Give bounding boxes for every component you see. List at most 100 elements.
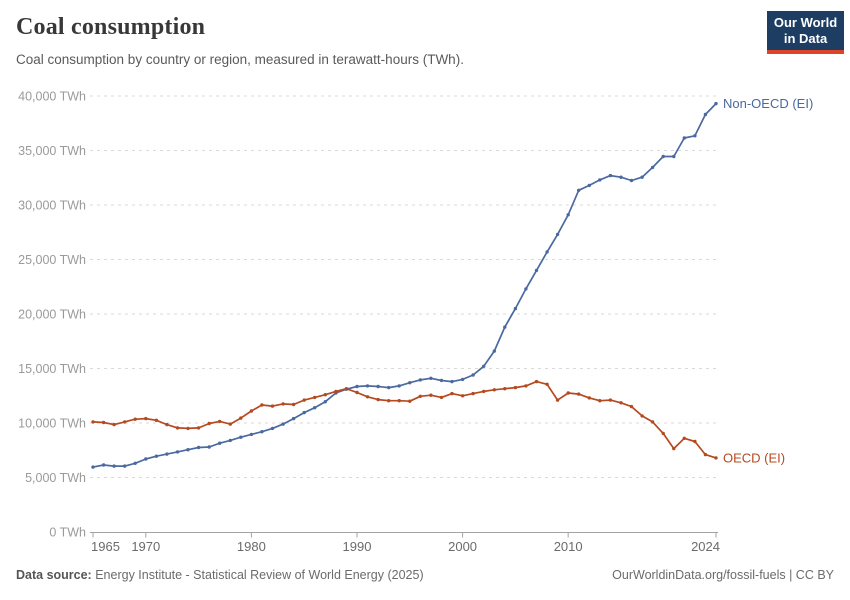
data-point-oecd-ei[interactable] <box>672 446 676 451</box>
data-point-non-oecd-ei[interactable] <box>693 134 697 138</box>
data-point-oecd-ei[interactable] <box>650 420 655 424</box>
data-point-non-oecd-ei[interactable] <box>228 438 232 443</box>
data-point-oecd-ei[interactable] <box>218 419 222 424</box>
data-point-non-oecd-ei[interactable] <box>587 183 591 188</box>
data-point-non-oecd-ei[interactable] <box>355 384 359 389</box>
data-point-oecd-ei[interactable] <box>524 384 528 388</box>
data-point-non-oecd-ei[interactable] <box>534 268 539 273</box>
data-point-non-oecd-ei[interactable] <box>598 178 602 182</box>
data-point-oecd-ei[interactable] <box>228 422 232 426</box>
data-point-non-oecd-ei[interactable] <box>239 435 243 439</box>
data-point-non-oecd-ei[interactable] <box>186 448 190 452</box>
data-point-oecd-ei[interactable] <box>165 422 169 427</box>
data-point-oecd-ei[interactable] <box>239 416 243 420</box>
data-point-oecd-ei[interactable] <box>123 420 127 424</box>
data-point-oecd-ei[interactable] <box>482 389 486 394</box>
data-point-non-oecd-ei[interactable] <box>91 465 95 469</box>
data-point-oecd-ei[interactable] <box>186 426 190 431</box>
data-point-non-oecd-ei[interactable] <box>387 385 391 390</box>
data-point-oecd-ei[interactable] <box>101 420 106 425</box>
data-point-oecd-ei[interactable] <box>249 409 254 413</box>
data-point-oecd-ei[interactable] <box>471 391 475 396</box>
data-point-oecd-ei[interactable] <box>91 420 95 424</box>
data-point-oecd-ei[interactable] <box>661 431 665 436</box>
data-point-oecd-ei[interactable] <box>619 401 623 405</box>
data-point-non-oecd-ei[interactable] <box>524 287 528 291</box>
data-point-oecd-ei[interactable] <box>344 387 349 391</box>
data-point-non-oecd-ei[interactable] <box>408 381 412 385</box>
data-point-oecd-ei[interactable] <box>260 403 264 407</box>
data-point-non-oecd-ei[interactable] <box>397 384 401 388</box>
data-point-oecd-ei[interactable] <box>408 399 412 403</box>
data-point-oecd-ei[interactable] <box>334 389 338 394</box>
data-point-oecd-ei[interactable] <box>355 390 359 395</box>
data-point-non-oecd-ei[interactable] <box>672 154 676 159</box>
data-point-non-oecd-ei[interactable] <box>640 175 644 179</box>
data-point-oecd-ei[interactable] <box>133 417 137 421</box>
data-point-oecd-ei[interactable] <box>513 385 518 390</box>
data-point-non-oecd-ei[interactable] <box>450 379 454 384</box>
data-point-non-oecd-ei[interactable] <box>249 432 254 437</box>
data-point-oecd-ei[interactable] <box>418 394 422 398</box>
data-point-non-oecd-ei[interactable] <box>376 384 380 389</box>
data-point-oecd-ei[interactable] <box>291 402 296 407</box>
data-point-non-oecd-ei[interactable] <box>323 400 327 404</box>
data-point-non-oecd-ei[interactable] <box>302 410 306 415</box>
data-point-oecd-ei[interactable] <box>429 393 433 397</box>
data-point-non-oecd-ei[interactable] <box>207 445 211 449</box>
data-point-non-oecd-ei[interactable] <box>577 188 581 192</box>
data-point-non-oecd-ei[interactable] <box>682 136 686 140</box>
data-point-oecd-ei[interactable] <box>397 399 401 403</box>
data-point-non-oecd-ei[interactable] <box>503 325 507 329</box>
data-point-oecd-ei[interactable] <box>302 398 306 402</box>
series-line-oecd-ei[interactable] <box>92 380 717 459</box>
data-point-oecd-ei[interactable] <box>144 416 148 421</box>
data-point-oecd-ei[interactable] <box>460 394 465 398</box>
data-point-non-oecd-ei[interactable] <box>418 378 422 382</box>
data-point-non-oecd-ei[interactable] <box>133 461 137 465</box>
data-point-non-oecd-ei[interactable] <box>281 422 285 426</box>
data-point-oecd-ei[interactable] <box>196 426 201 430</box>
data-point-oecd-ei[interactable] <box>281 402 285 406</box>
data-point-oecd-ei[interactable] <box>555 398 560 402</box>
data-point-oecd-ei[interactable] <box>577 392 581 396</box>
data-point-non-oecd-ei[interactable] <box>175 450 180 454</box>
data-point-oecd-ei[interactable] <box>640 414 644 418</box>
data-point-oecd-ei[interactable] <box>175 426 180 430</box>
owid-logo[interactable]: Our World in Data <box>767 11 844 54</box>
data-point-non-oecd-ei[interactable] <box>429 376 433 380</box>
data-point-oecd-ei[interactable] <box>112 422 116 427</box>
data-point-oecd-ei[interactable] <box>365 395 370 399</box>
data-point-non-oecd-ei[interactable] <box>439 378 444 383</box>
data-point-oecd-ei[interactable] <box>270 404 275 408</box>
data-point-non-oecd-ei[interactable] <box>714 101 718 106</box>
data-point-non-oecd-ei[interactable] <box>260 430 264 434</box>
data-point-oecd-ei[interactable] <box>376 397 380 402</box>
data-point-oecd-ei[interactable] <box>703 452 708 457</box>
data-point-oecd-ei[interactable] <box>545 382 549 386</box>
data-point-non-oecd-ei[interactable] <box>154 454 159 458</box>
data-point-oecd-ei[interactable] <box>598 399 602 403</box>
data-point-oecd-ei[interactable] <box>313 395 317 400</box>
data-point-non-oecd-ei[interactable] <box>218 441 222 445</box>
data-point-oecd-ei[interactable] <box>682 436 686 440</box>
data-point-non-oecd-ei[interactable] <box>291 416 296 421</box>
data-point-non-oecd-ei[interactable] <box>270 426 275 431</box>
data-point-oecd-ei[interactable] <box>387 399 391 403</box>
data-point-oecd-ei[interactable] <box>439 395 444 400</box>
data-point-non-oecd-ei[interactable] <box>619 175 623 179</box>
data-point-non-oecd-ei[interactable] <box>650 165 655 170</box>
data-point-oecd-ei[interactable] <box>534 379 539 384</box>
data-point-oecd-ei[interactable] <box>629 404 634 409</box>
data-point-non-oecd-ei[interactable] <box>545 250 549 254</box>
data-point-non-oecd-ei[interactable] <box>365 384 370 388</box>
data-point-non-oecd-ei[interactable] <box>555 232 560 237</box>
data-point-oecd-ei[interactable] <box>492 388 496 392</box>
series-label-non-oecd-ei[interactable]: Non-OECD (EI) <box>723 96 813 111</box>
data-point-oecd-ei[interactable] <box>450 391 454 396</box>
data-point-non-oecd-ei[interactable] <box>123 464 127 468</box>
data-point-oecd-ei[interactable] <box>503 387 507 391</box>
data-point-oecd-ei[interactable] <box>608 398 613 402</box>
data-point-non-oecd-ei[interactable] <box>101 463 106 467</box>
